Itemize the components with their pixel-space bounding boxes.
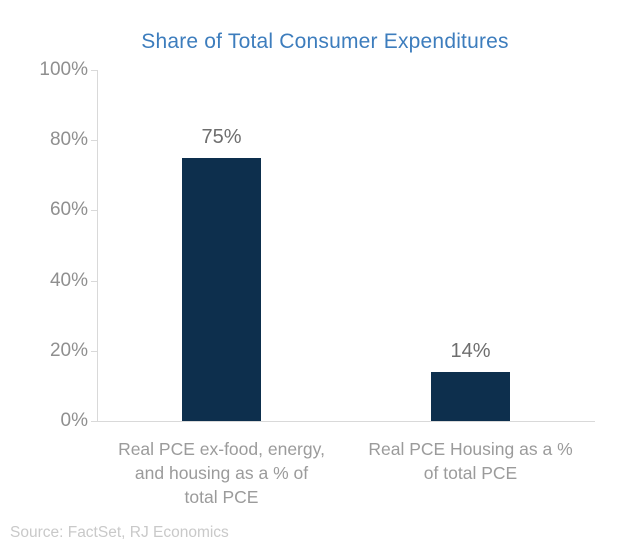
y-axis-tick-label: 80%	[49, 129, 88, 151]
category-label: Real PCE Housing as a % of total PCE	[368, 439, 573, 483]
y-axis-tick	[91, 140, 97, 142]
y-axis-tick-label: 20%	[49, 339, 88, 361]
y-axis-line	[97, 70, 98, 421]
x-axis-line	[91, 421, 595, 422]
y-axis-tick	[91, 280, 97, 282]
y-axis-tick	[91, 421, 97, 422]
category-label: Real PCE ex-food, energy, and housing as…	[118, 439, 325, 507]
y-axis-tick	[91, 210, 97, 212]
bar-value-label: 14%	[450, 339, 491, 362]
source-note: Source: FactSet, RJ Economics	[10, 524, 229, 541]
y-axis-tick	[91, 350, 97, 352]
y-axis-tick-label: 40%	[49, 269, 88, 291]
chart-title: Share of Total Consumer Expenditures	[141, 30, 509, 53]
bar-value-label: 75%	[201, 125, 242, 148]
y-axis-tick-label: 60%	[49, 199, 88, 221]
bar	[182, 157, 261, 421]
y-axis-tick	[91, 70, 97, 71]
bar	[431, 371, 510, 421]
y-axis-tick-label: 100%	[39, 59, 88, 80]
y-axis-tick-label: 0%	[60, 410, 88, 431]
